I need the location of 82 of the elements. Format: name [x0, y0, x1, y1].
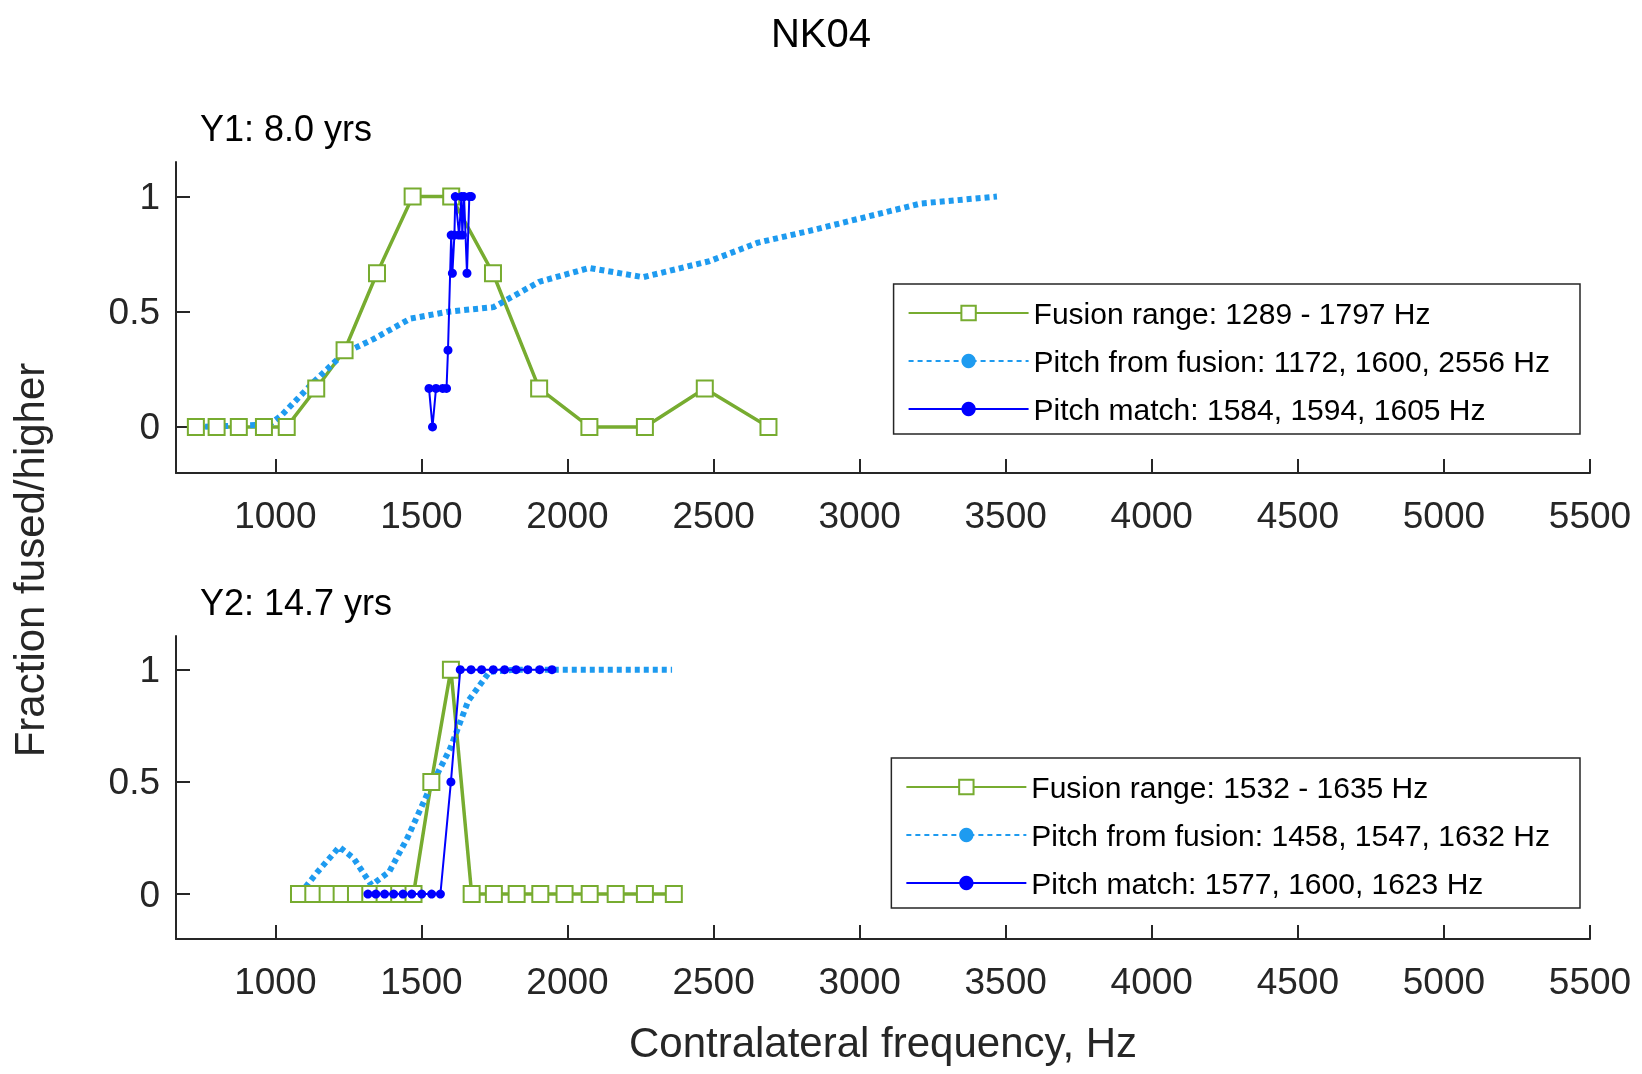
point — [523, 665, 533, 675]
point — [427, 889, 437, 899]
point — [507, 885, 526, 904]
x-tick-label: 2500 — [672, 495, 755, 536]
point — [446, 777, 456, 787]
x-tick-label: 4500 — [1256, 495, 1340, 536]
point — [606, 885, 625, 904]
x-tick-label: 3000 — [818, 961, 901, 1002]
point — [695, 379, 714, 398]
point — [307, 379, 326, 398]
point — [335, 341, 354, 360]
x-tick-label: 4000 — [1110, 495, 1193, 536]
point — [477, 665, 487, 675]
x-tick-label: 1000 — [234, 495, 317, 536]
x-tick-label: 5000 — [1402, 495, 1486, 536]
point — [484, 885, 503, 904]
point — [580, 417, 599, 436]
point — [466, 665, 476, 675]
chart-subtitle: Y2: 14.7 yrs — [200, 581, 393, 623]
y-tick-label: 0 — [139, 406, 160, 448]
point — [229, 417, 248, 436]
legend-label: Pitch match: 1577, 1600, 1623 Hz — [1031, 866, 1484, 900]
point — [511, 665, 521, 675]
legend-label: Fusion range: 1532 - 1635 Hz — [1031, 770, 1429, 804]
x-tick-label: 5500 — [1548, 961, 1632, 1002]
point — [422, 772, 441, 791]
x-tick-label: 5000 — [1402, 961, 1486, 1002]
point — [441, 660, 460, 679]
x-axis-title: Contralateral frequency, Hz — [628, 1018, 1138, 1066]
point — [207, 417, 226, 436]
point — [580, 885, 599, 904]
x-tick-label: 1000 — [234, 961, 317, 1002]
legend-label: Fusion range: 1289 - 1797 Hz — [1033, 296, 1431, 330]
y-tick-label: 0.5 — [108, 761, 160, 803]
x-tick-label: 1500 — [380, 961, 463, 1002]
point — [403, 187, 422, 206]
point — [530, 379, 549, 398]
chart-subtitle: Y1: 8.0 yrs — [200, 107, 373, 149]
point — [759, 417, 778, 436]
point — [435, 889, 445, 899]
x-tick-label: 2500 — [672, 961, 755, 1002]
point — [664, 885, 683, 904]
point — [398, 889, 408, 899]
x-tick-label: 4500 — [1256, 961, 1340, 1002]
point — [547, 665, 557, 675]
y-tick-label: 0.5 — [108, 291, 160, 333]
point — [462, 268, 472, 278]
x-tick-label: 3500 — [964, 961, 1047, 1002]
y-tick-label: 0 — [139, 873, 160, 915]
point — [500, 665, 510, 675]
x-tick-label: 2000 — [526, 961, 609, 1002]
point — [254, 417, 273, 436]
x-tick-label: 2000 — [526, 495, 609, 536]
point — [371, 889, 381, 899]
point — [277, 417, 296, 436]
legend-label: Pitch from fusion: 1172, 1600, 2556 Hz — [1033, 344, 1551, 378]
x-tick-label: 3000 — [818, 495, 901, 536]
point — [531, 885, 550, 904]
y-tick-label: 1 — [139, 176, 160, 218]
legend-label: Pitch from fusion: 1458, 1547, 1632 Hz — [1031, 818, 1551, 852]
x-tick-label: 1500 — [380, 495, 463, 536]
point — [368, 264, 386, 283]
x-tick-label: 5500 — [1548, 495, 1632, 536]
y-axis-title: Fraction fused/higher — [6, 362, 54, 758]
point — [462, 885, 481, 904]
point — [186, 417, 205, 436]
point — [635, 885, 654, 904]
legend-label: Pitch match: 1584, 1594, 1605 Hz — [1033, 392, 1486, 426]
point — [488, 665, 498, 675]
x-tick-label: 3500 — [964, 495, 1047, 536]
point — [447, 268, 457, 278]
point — [428, 422, 438, 432]
point — [535, 665, 545, 675]
point — [635, 417, 654, 436]
x-tick-label: 4000 — [1110, 961, 1193, 1002]
chart-title: NK04 — [770, 11, 872, 55]
point — [417, 889, 427, 899]
point — [443, 345, 453, 355]
point — [455, 665, 465, 675]
point — [483, 264, 502, 283]
y-tick-label: 1 — [139, 649, 160, 691]
point — [555, 885, 574, 904]
